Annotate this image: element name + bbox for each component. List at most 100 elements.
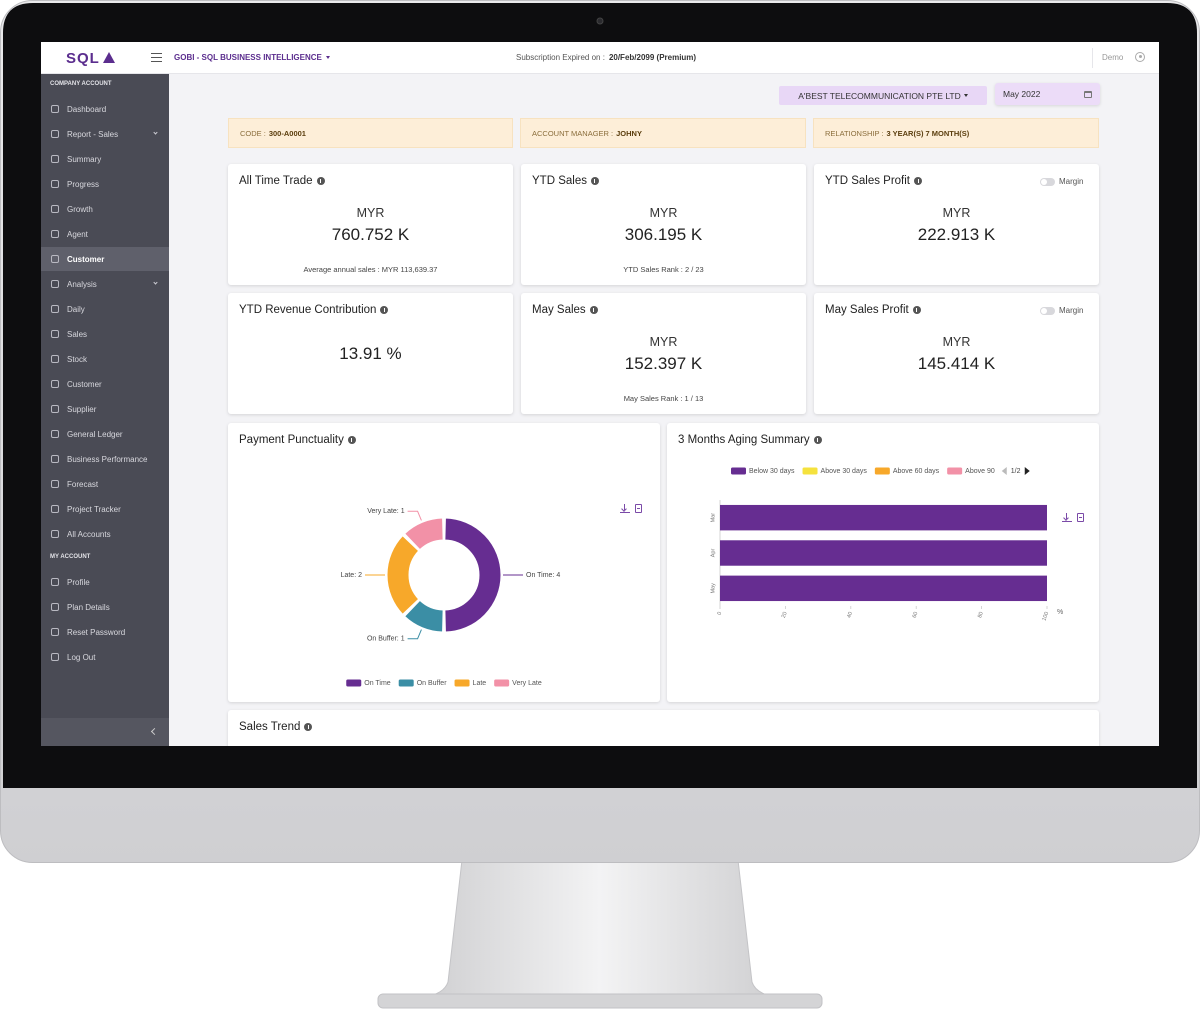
sidebar-label: Log Out xyxy=(67,652,96,662)
toggle-switch xyxy=(1040,306,1055,315)
user-icon-head xyxy=(1138,54,1142,58)
card: Payment Punctuality xyxy=(228,423,660,702)
logo: SQL xyxy=(66,50,100,67)
sidebar-icon xyxy=(51,305,59,313)
sidebar-icon xyxy=(51,405,59,413)
card: May Sales MYR 152.397 K May Sales Rank : 1 … xyxy=(521,293,806,414)
card-title: 3 Months Aging Summary xyxy=(678,434,822,446)
menu-button[interactable] xyxy=(151,53,162,63)
sidebar-item[interactable]: Business Performance xyxy=(41,447,169,471)
sidebar-label: Business Performance xyxy=(67,454,148,464)
sidebar-label: All Accounts xyxy=(67,529,111,539)
kpi-note: YTD Sales Rank : 2 / 23 xyxy=(623,265,704,274)
sidebar-label: Agent xyxy=(67,229,88,239)
card-title-text: Sales Trend xyxy=(239,721,301,733)
kpi-currency: MYR xyxy=(649,335,678,349)
app-title: GOBI - SQL BUSINESS INTELLIGENCE xyxy=(174,53,322,62)
topbar xyxy=(41,42,1159,74)
menu-line xyxy=(151,53,162,55)
period-picker[interactable]: May 2022 xyxy=(995,83,1100,105)
sidebar-label: Summary xyxy=(67,154,102,164)
arrow-head xyxy=(1063,515,1069,521)
card: 3 Months Aging Summary xyxy=(667,423,1099,702)
info-icon xyxy=(912,306,921,314)
sidebar-item[interactable]: Reset Password xyxy=(41,620,169,644)
sidebar-item[interactable]: Dashboard xyxy=(41,97,169,121)
sidebar-item[interactable]: Plan Details xyxy=(41,595,169,619)
sidebar-icon xyxy=(51,578,59,586)
sidebar-item[interactable]: Analysis xyxy=(41,272,169,296)
user-name[interactable]: Demo xyxy=(1102,53,1124,62)
sidebar-item[interactable]: Stock xyxy=(41,347,169,371)
info-glyph xyxy=(320,179,321,183)
card-title: Payment Punctuality xyxy=(239,434,356,446)
sidebar-item[interactable]: Customer xyxy=(41,372,169,396)
info-icon xyxy=(316,177,325,185)
sidebar-item[interactable]: Growth xyxy=(41,197,169,221)
sidebar-item[interactable]: Profile xyxy=(41,570,169,594)
card: All Time Trade MYR 760.752 K Average annual… xyxy=(228,164,513,285)
sidebar-heading: COMPANY ACCOUNT xyxy=(50,81,112,87)
info-icon xyxy=(813,436,822,444)
arrow-stem xyxy=(624,504,626,510)
sidebar-item[interactable]: Progress xyxy=(41,172,169,196)
sidebar-item[interactable]: Supplier xyxy=(41,397,169,421)
sidebar-label: Supplier xyxy=(67,404,97,414)
sidebar-label: Forecast xyxy=(67,479,99,489)
margin-toggle[interactable]: Margin xyxy=(1040,177,1083,186)
margin-toggle[interactable]: Margin xyxy=(1040,306,1083,315)
sidebar-icon xyxy=(51,355,59,363)
info-glyph xyxy=(593,308,595,312)
sidebar-label: Profile xyxy=(67,577,90,587)
card-title: All Time Trade xyxy=(239,175,325,187)
sidebar-label: General Ledger xyxy=(67,429,123,439)
sidebar-label: Progress xyxy=(67,179,100,189)
info-glyph xyxy=(916,308,918,312)
sidebar-item[interactable]: Report - Sales xyxy=(41,122,169,146)
info-icon xyxy=(304,723,313,731)
sidebar-item[interactable]: Sales xyxy=(41,322,169,346)
sidebar-item[interactable]: Agent xyxy=(41,222,169,246)
calendar-icon xyxy=(1084,91,1092,98)
app-switcher[interactable]: GOBI - SQL BUSINESS INTELLIGENCE xyxy=(174,53,330,62)
export-button[interactable] xyxy=(1077,513,1084,522)
sidebar-label: Daily xyxy=(67,304,85,314)
doc-line xyxy=(637,508,640,509)
screen: SQL GOBI - SQL BUSINESS INTELLIGENCE Subsc… xyxy=(41,42,1159,746)
sidebar-icon xyxy=(51,455,59,463)
info-icon xyxy=(590,177,599,185)
sidebar-icon xyxy=(51,155,59,163)
period-value: May 2022 xyxy=(1003,89,1041,99)
sidebar-icon xyxy=(51,105,59,113)
company-select[interactable]: A'BEST TELECOMMUNICATION PTE LTD xyxy=(779,86,987,105)
sidebar-item[interactable]: All Accounts xyxy=(41,522,169,546)
sidebar-icon xyxy=(51,330,59,338)
sidebar-item[interactable]: General Ledger xyxy=(41,422,169,446)
sidebar-item[interactable]: Forecast xyxy=(41,472,169,496)
company-name: A'BEST TELECOMMUNICATION PTE LTD xyxy=(798,90,961,101)
sidebar-item[interactable]: Summary xyxy=(41,147,169,171)
sidebar-label: Customer xyxy=(67,379,102,389)
card-title-text: 3 Months Aging Summary xyxy=(678,434,810,446)
subscription-value: 20/Feb/2099 (Premium) xyxy=(608,53,697,62)
sidebar-item[interactable]: Project Tracker xyxy=(41,497,169,521)
export-button[interactable] xyxy=(635,504,642,513)
card-title-text: YTD Revenue Contribution xyxy=(239,304,377,316)
kpi-value: 222.913 K xyxy=(917,225,996,244)
download-button[interactable] xyxy=(620,504,630,514)
info-value: 3 YEAR(S) 7 MONTH(S) xyxy=(886,128,970,138)
sidebar-icon xyxy=(51,505,59,513)
sidebar-item[interactable]: Daily xyxy=(41,297,169,321)
sidebar-item[interactable]: Customer xyxy=(41,247,169,271)
kpi-currency: MYR xyxy=(942,335,971,349)
info-value: 300-A0001 xyxy=(268,128,306,138)
download-button[interactable] xyxy=(1062,513,1072,523)
info-label: RELATIONSHIP : xyxy=(825,128,884,138)
card-title: YTD Revenue Contribution xyxy=(239,304,389,316)
user-icon[interactable] xyxy=(1135,52,1145,62)
sidebar-icon xyxy=(51,430,59,438)
sidebar-collapse[interactable] xyxy=(41,718,169,746)
card: YTD Sales Profit Margin MYR 222.913 K xyxy=(814,164,1099,285)
sidebar-item[interactable]: Log Out xyxy=(41,645,169,669)
